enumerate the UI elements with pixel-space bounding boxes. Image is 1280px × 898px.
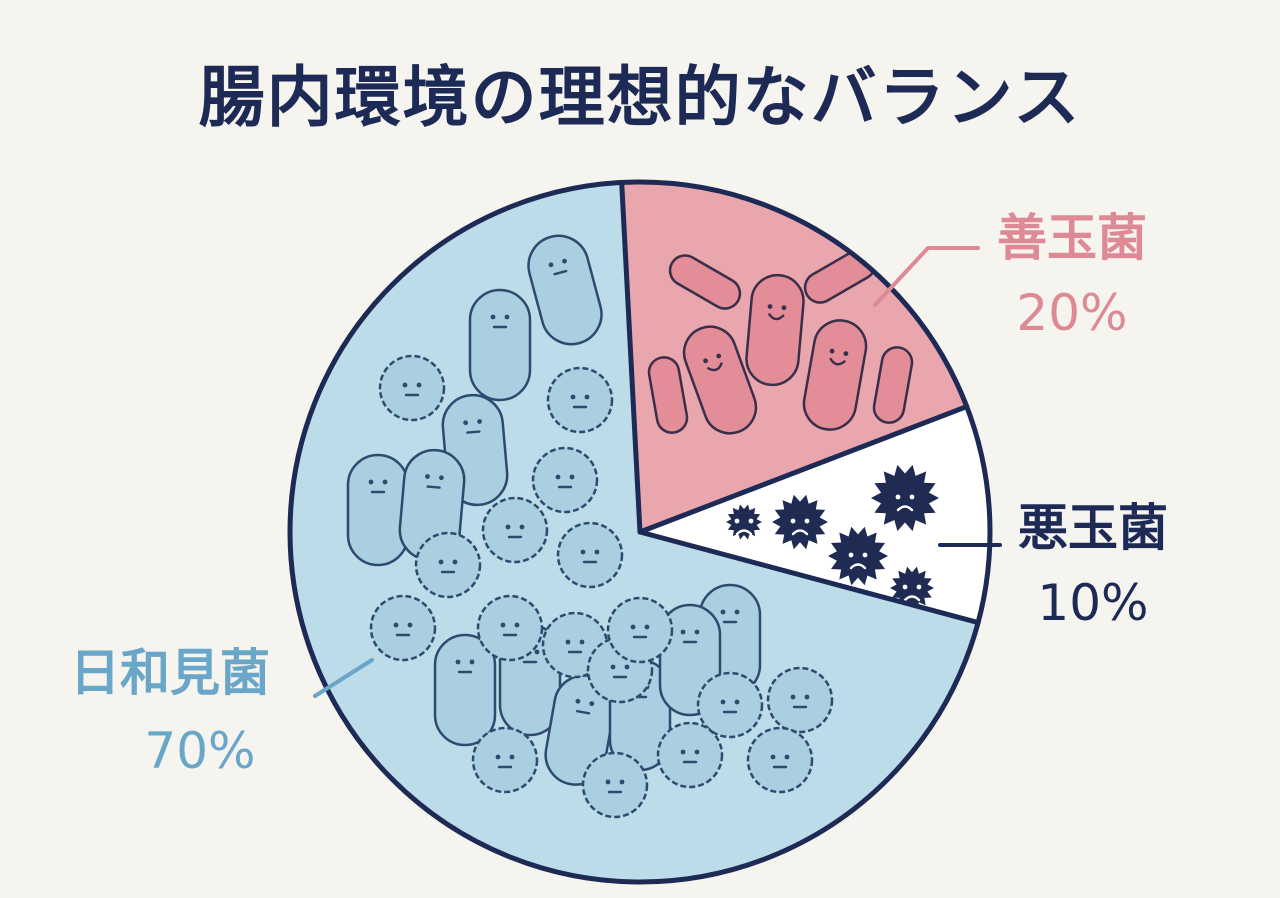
- smiling-rod-bacteria-icon: [647, 248, 914, 435]
- slice-value-good-bacteria: 20%: [1016, 284, 1127, 342]
- slice-divider: [637, 404, 970, 535]
- slice-labels: 善玉菌 20% 悪玉菌 10% 日和見菌 70%: [70, 209, 1168, 780]
- slice-label-good-bacteria: 善玉菌: [997, 209, 1147, 267]
- bacteria-illustrations: [346, 234, 939, 819]
- neutral-round-bacteria-icon: [346, 234, 834, 819]
- leader-line-good-bacteria: [873, 246, 980, 307]
- slice-divider: [619, 179, 643, 535]
- slice-value-bad-bacteria: 10%: [1037, 574, 1148, 632]
- page-title: 腸内環境の理想的なバランス: [198, 59, 1082, 136]
- pie-outline: [287, 179, 993, 885]
- slice-label-bad-bacteria: 悪玉菌: [1018, 499, 1168, 557]
- slice-divider: [637, 529, 981, 626]
- spiky-angry-germ-icon: [726, 464, 939, 610]
- leader-line-neutral-bacteria: [313, 658, 374, 698]
- slice-label-neutral-bacteria: 日和見菌: [70, 644, 270, 702]
- slice-value-neutral-bacteria: 70%: [144, 722, 255, 780]
- pie-border: [287, 179, 993, 885]
